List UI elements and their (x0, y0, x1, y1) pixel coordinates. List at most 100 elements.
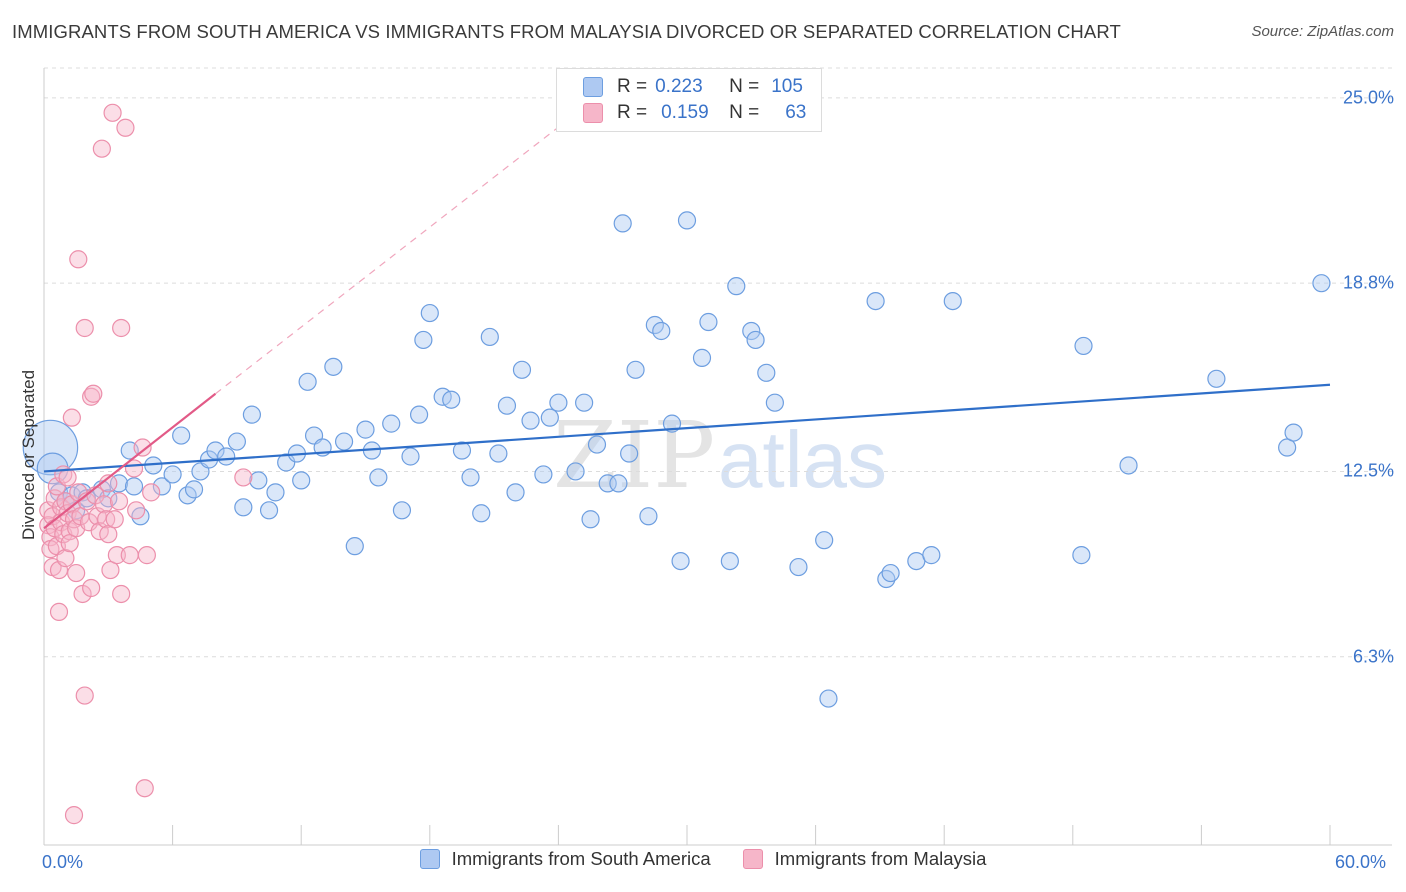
south-america-point (626, 360, 645, 379)
south-america-point (727, 277, 746, 296)
south-america-point (692, 348, 712, 367)
south-america-point (620, 444, 639, 463)
south-america-point (1207, 369, 1226, 388)
south-america-point (152, 477, 171, 496)
malaysia-point (112, 584, 131, 604)
malaysia-point (60, 534, 79, 553)
malaysia-point (120, 546, 139, 565)
south-america-point (598, 474, 617, 493)
axis-layer (43, 68, 1392, 846)
south-america-point (671, 551, 690, 571)
points-layer (22, 103, 1331, 825)
malaysia-point (84, 384, 103, 403)
south-america-point (22, 419, 79, 476)
south-america-point (249, 471, 268, 490)
south-america-point (234, 498, 253, 517)
legend-n-label: N = (729, 76, 760, 97)
chart-title: IMMIGRANTS FROM SOUTH AMERICA VS IMMIGRA… (12, 21, 1121, 42)
south-america-trendline (43, 383, 1331, 473)
south-america-point (369, 468, 388, 487)
malaysia-trendline-extension (215, 118, 570, 395)
south-america-point (881, 563, 900, 583)
legend-swatch-blue (583, 77, 603, 97)
series-legend-item-south-america: Immigrants from South America (419, 848, 711, 870)
legend-r-value: 0.159 (661, 102, 709, 123)
south-america-point (534, 465, 553, 484)
south-america-point (1278, 438, 1297, 457)
south-america-point (639, 507, 658, 526)
watermark-zip: ZIP (553, 402, 715, 509)
legend-r-label: R = (617, 76, 648, 97)
y-tick-label: 12.5% (1342, 460, 1394, 481)
malaysia-point (82, 578, 101, 598)
south-america-point (742, 321, 761, 341)
stats-legend: R = 0.223 N = 105 R = 0.159 N = 63 (556, 68, 822, 132)
legend-row-malaysia: R = 0.159 N = 63 (583, 100, 806, 126)
malaysia-point (67, 563, 86, 583)
south-america-point (472, 504, 491, 523)
malaysia-point (62, 408, 81, 427)
south-america-point (613, 214, 632, 233)
malaysia-point (137, 546, 156, 565)
south-america-point (401, 447, 420, 466)
malaysia-point (127, 501, 146, 520)
south-america-point (1284, 423, 1303, 442)
south-america-point (480, 327, 499, 347)
grid-layer (44, 67, 1392, 658)
x-tick-label-max: 60.0% (1335, 852, 1387, 872)
malaysia-point (56, 549, 75, 568)
malaysia-point (58, 468, 77, 487)
south-america-point (943, 292, 962, 311)
south-america-point (512, 360, 532, 379)
legend-n-value: 105 (771, 76, 803, 97)
malaysia-point (75, 318, 94, 338)
south-america-point (184, 480, 204, 499)
south-america-point (581, 510, 600, 529)
south-america-point (922, 546, 941, 565)
malaysia-point (105, 510, 124, 529)
series-legend-label: Immigrants from Malaysia (774, 848, 987, 869)
south-america-point (292, 471, 311, 490)
legend-row-south-america: R = 0.223 N = 105 (583, 74, 803, 100)
south-america-point (720, 551, 739, 571)
series-legend-label: Immigrants from South America (451, 848, 711, 869)
south-america-point (452, 441, 472, 460)
malaysia-point (94, 495, 114, 514)
trend-layer (43, 118, 1331, 530)
malaysia-point (135, 779, 154, 798)
malaysia-point (92, 139, 111, 158)
malaysia-point (75, 686, 94, 705)
watermark: ZIP atlas (553, 402, 887, 509)
south-america-point (124, 477, 144, 496)
y-tick-label: 25.0% (1342, 87, 1394, 108)
south-america-point (540, 408, 559, 427)
south-america-point (497, 396, 517, 415)
malaysia-point (133, 438, 152, 457)
legend-swatch-pink (583, 103, 603, 123)
malaysia-point (107, 546, 126, 565)
chart-source: Source: ZipAtlas.com (1251, 23, 1394, 40)
legend-n-value: 63 (785, 102, 807, 123)
south-america-point (420, 303, 439, 323)
legend-n-label: N = (729, 102, 760, 123)
south-america-point (414, 330, 433, 350)
south-america-point (815, 531, 834, 550)
south-america-point (334, 432, 354, 451)
malaysia-point (112, 318, 131, 338)
x-tick-label-min: 0.0% (42, 852, 84, 872)
south-america-point (866, 292, 885, 311)
south-america-point (521, 411, 540, 430)
south-america-point (242, 405, 262, 424)
malaysia-point (142, 483, 161, 502)
south-america-point (172, 426, 191, 445)
south-america-point (345, 537, 364, 556)
south-america-point (609, 474, 628, 493)
south-america-point (1072, 546, 1091, 565)
south-america-point (259, 501, 279, 520)
malaysia-point (69, 250, 88, 269)
south-america-point (227, 432, 246, 451)
malaysia-point (64, 806, 84, 825)
malaysia-point (234, 468, 253, 487)
malaysia-point (99, 525, 118, 544)
